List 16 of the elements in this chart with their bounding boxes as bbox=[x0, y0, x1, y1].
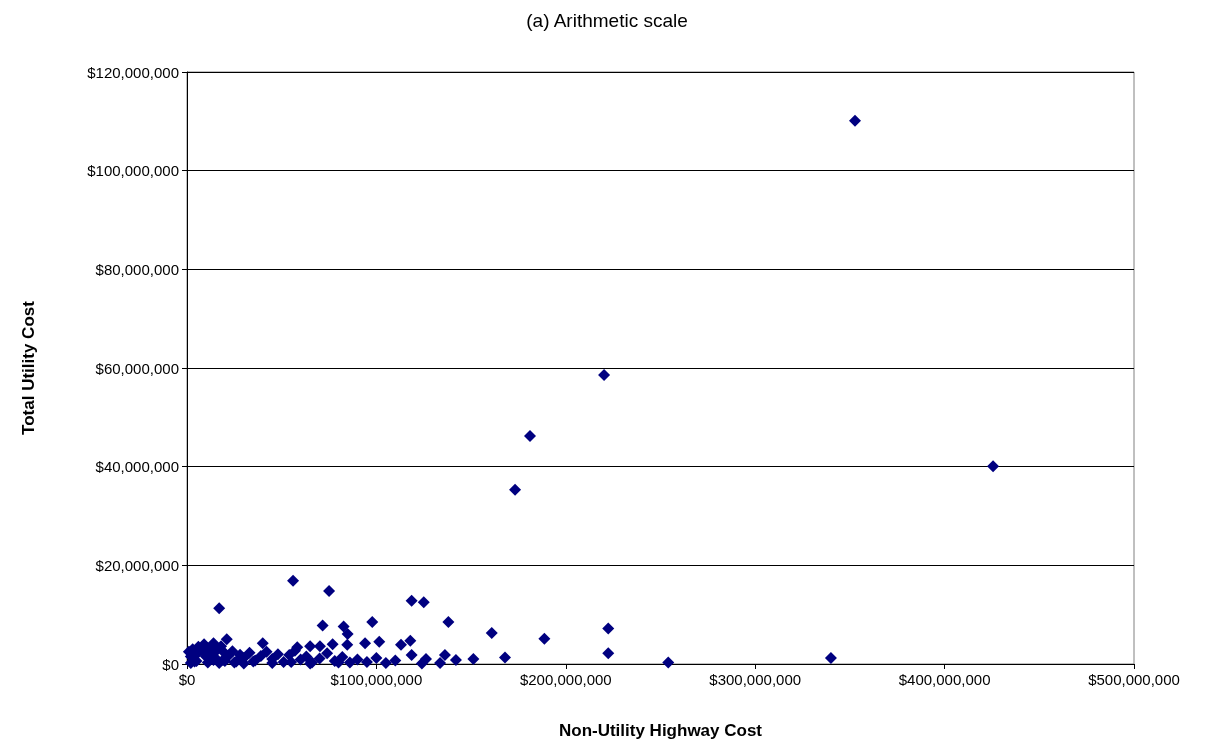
y-tick-label: $0 bbox=[162, 655, 179, 673]
x-tick-label: $100,000,000 bbox=[330, 671, 423, 688]
x-tick-label: $300,000,000 bbox=[709, 671, 802, 688]
y-tick-label: $80,000,000 bbox=[95, 260, 179, 278]
x-tick-label: $400,000,000 bbox=[898, 671, 991, 688]
y-tick-label: $100,000,000 bbox=[87, 162, 179, 180]
x-tick-label: $0 bbox=[178, 671, 196, 688]
x-axis-title: Non-Utility Highway Cost bbox=[558, 721, 763, 740]
y-tick-label: $20,000,000 bbox=[95, 556, 179, 574]
y-tick-label: $40,000,000 bbox=[95, 458, 179, 476]
x-tick-label: $500,000,000 bbox=[1088, 671, 1180, 688]
chart-title: (a) Arithmetic scale bbox=[526, 10, 688, 31]
y-axis-title: Total Utility Cost bbox=[19, 300, 38, 435]
y-tick-label: $120,000,000 bbox=[87, 63, 179, 81]
y-tick-label: $60,000,000 bbox=[95, 359, 179, 377]
x-tick-label: $200,000,000 bbox=[519, 671, 612, 688]
